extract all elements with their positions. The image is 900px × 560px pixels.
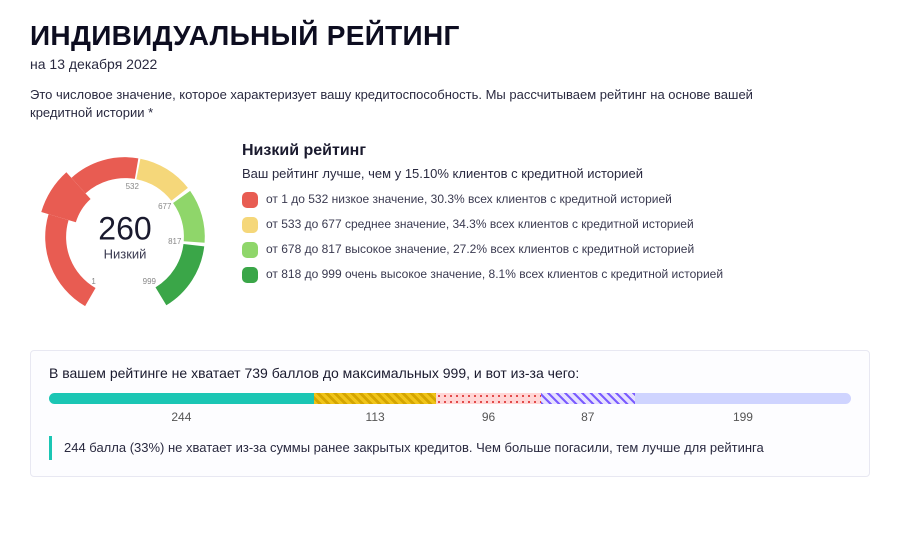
breakdown-segment-value: 96 [436, 410, 540, 424]
gauge-score: 260 [98, 213, 151, 245]
legend-text: от 678 до 817 высокое значение, 27.2% вс… [266, 241, 694, 258]
breakdown-panel: В вашем рейтинге не хватает 739 баллов д… [30, 350, 870, 477]
breakdown-segment [541, 393, 635, 404]
legend-text: от 533 до 677 среднее значение, 34.3% вс… [266, 216, 694, 233]
breakdown-labels: 2441139687199 [49, 410, 851, 424]
legend-swatch [242, 192, 258, 208]
legend-subtitle: Ваш рейтинг лучше, чем у 15.10% клиентов… [242, 166, 723, 181]
breakdown-bar [49, 393, 851, 404]
gauge-tick: 532 [126, 182, 139, 191]
legend-swatch [242, 267, 258, 283]
rating-legend: Низкий рейтинг Ваш рейтинг лучше, чем у … [242, 142, 723, 283]
legend-item: от 678 до 817 высокое значение, 27.2% вс… [242, 241, 723, 258]
breakdown-segment [314, 393, 437, 404]
legend-text: от 818 до 999 очень высокое значение, 8.… [266, 266, 723, 283]
breakdown-segment-value: 199 [635, 410, 851, 424]
legend-item: от 533 до 677 среднее значение, 34.3% вс… [242, 216, 723, 233]
breakdown-segment-value: 87 [541, 410, 635, 424]
breakdown-segment [436, 393, 540, 404]
page-title: ИНДИВИДУАЛЬНЫЙ РЕЙТИНГ [30, 20, 870, 52]
page-description: Это числовое значение, которое характери… [30, 86, 790, 122]
gauge-tick: 677 [158, 202, 171, 211]
gauge-tick: 817 [168, 237, 181, 246]
legend-swatch [242, 242, 258, 258]
breakdown-segment [49, 393, 314, 404]
legend-item: от 1 до 532 низкое значение, 30.3% всех … [242, 191, 723, 208]
gauge-score-label: Низкий [98, 247, 151, 262]
rating-gauge: 260 Низкий 1 532 677 817 999 [30, 142, 220, 332]
legend-title: Низкий рейтинг [242, 142, 723, 160]
breakdown-segment-value: 244 [49, 410, 314, 424]
breakdown-title: В вашем рейтинге не хватает 739 баллов д… [49, 365, 851, 381]
gauge-tick: 999 [143, 277, 156, 286]
breakdown-segment [635, 393, 851, 404]
breakdown-segment-value: 113 [314, 410, 437, 424]
gauge-tick: 1 [91, 277, 95, 286]
page-date: на 13 декабря 2022 [30, 56, 870, 72]
legend-item: от 818 до 999 очень высокое значение, 8.… [242, 266, 723, 283]
breakdown-explain: 244 балла (33%) не хватает из-за суммы р… [49, 436, 851, 460]
legend-swatch [242, 217, 258, 233]
legend-text: от 1 до 532 низкое значение, 30.3% всех … [266, 191, 672, 208]
